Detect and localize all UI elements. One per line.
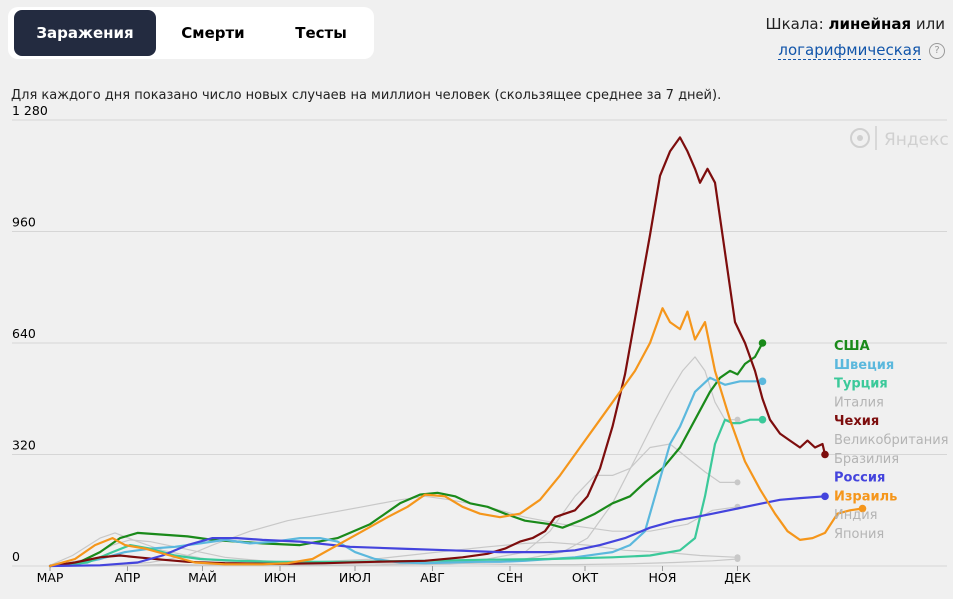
y-tick-label: 320: [12, 438, 36, 453]
x-tick-label: ОКТ: [572, 570, 599, 585]
series-end-dot: [734, 479, 741, 486]
series-end-dot: [821, 450, 829, 459]
x-tick-label: ДЕК: [724, 570, 751, 585]
legend-label: Чехия: [834, 414, 879, 429]
legend-label: Италия: [834, 395, 884, 410]
tab-infections[interactable]: Заражения: [14, 10, 156, 56]
x-tick-label: МАЙ: [188, 570, 217, 585]
watermark-text: Яндекс: [884, 130, 949, 150]
legend-label: Швеция: [834, 358, 894, 373]
yandex-logo-dot: [857, 135, 863, 141]
legend-label: США: [834, 339, 870, 354]
chart-description: Для каждого дня показано число новых слу…: [11, 88, 722, 103]
y-tick-label: 640: [12, 326, 36, 341]
legend-label: Турция: [834, 377, 888, 392]
tab-tests[interactable]: Тесты: [295, 24, 347, 42]
grid-lines: [12, 119, 947, 567]
series-end-dot: [858, 504, 867, 513]
series-line: [48, 136, 827, 568]
y-tick-label: 0: [12, 549, 20, 564]
metric-tabs: Заражения Смерти Тесты: [8, 7, 374, 59]
y-axis: 0 320 640 960 1 280: [12, 103, 48, 564]
legend-label: Великобритания: [834, 433, 949, 448]
scale-prefix: Шкала:: [765, 15, 824, 33]
scale-current: линейная: [828, 15, 912, 33]
scale-log-link[interactable]: логарифмическая: [778, 41, 921, 60]
yandex-logo-icon: [850, 128, 870, 148]
legend-label: Израиль: [834, 489, 897, 504]
legend-label: Япония: [834, 527, 884, 542]
yandex-watermark: Яндекс: [850, 126, 949, 150]
series-line: [48, 307, 864, 568]
y-tick-label: 960: [12, 215, 36, 230]
help-icon[interactable]: ?: [929, 42, 945, 59]
x-tick-label: АПР: [115, 570, 141, 585]
series-end-dot: [734, 416, 741, 423]
x-tick-label: НОЯ: [649, 570, 677, 585]
tab-deaths[interactable]: Смерти: [181, 24, 245, 42]
x-tick-label: СЕН: [497, 570, 523, 585]
series-line: [48, 495, 827, 568]
y-tick-label: 1 280: [12, 103, 48, 118]
legend-label: Бразилия: [834, 452, 899, 467]
scale-switcher: Шкала: линейная или логарифмическая?: [766, 11, 945, 63]
x-tick-label: ИЮН: [264, 570, 296, 585]
series-end-dot: [821, 492, 829, 501]
series-end-dot: [758, 377, 767, 386]
series-line: [48, 341, 764, 568]
scale-connector: или: [915, 15, 945, 33]
legend-label: Индия: [834, 508, 877, 523]
series-line: [49, 495, 739, 567]
x-tick-label: АВГ: [420, 570, 445, 585]
series-lines: [48, 136, 867, 568]
series-end-dot: [758, 415, 767, 424]
x-tick-label: ИЮЛ: [339, 570, 371, 585]
x-tick-label: МАР: [37, 570, 64, 585]
x-axis: МАР АПР МАЙ ИЮН ИЮЛ АВГ СЕН ОКТ НОЯ ДЕК: [37, 566, 751, 585]
legend-label: Россия: [834, 471, 885, 486]
legend: США Швеция Турция Италия Чехия Великобритания…: [834, 339, 949, 542]
series-end-dot: [734, 556, 741, 563]
series-line: [48, 376, 764, 568]
series-end-dot: [758, 339, 767, 347]
